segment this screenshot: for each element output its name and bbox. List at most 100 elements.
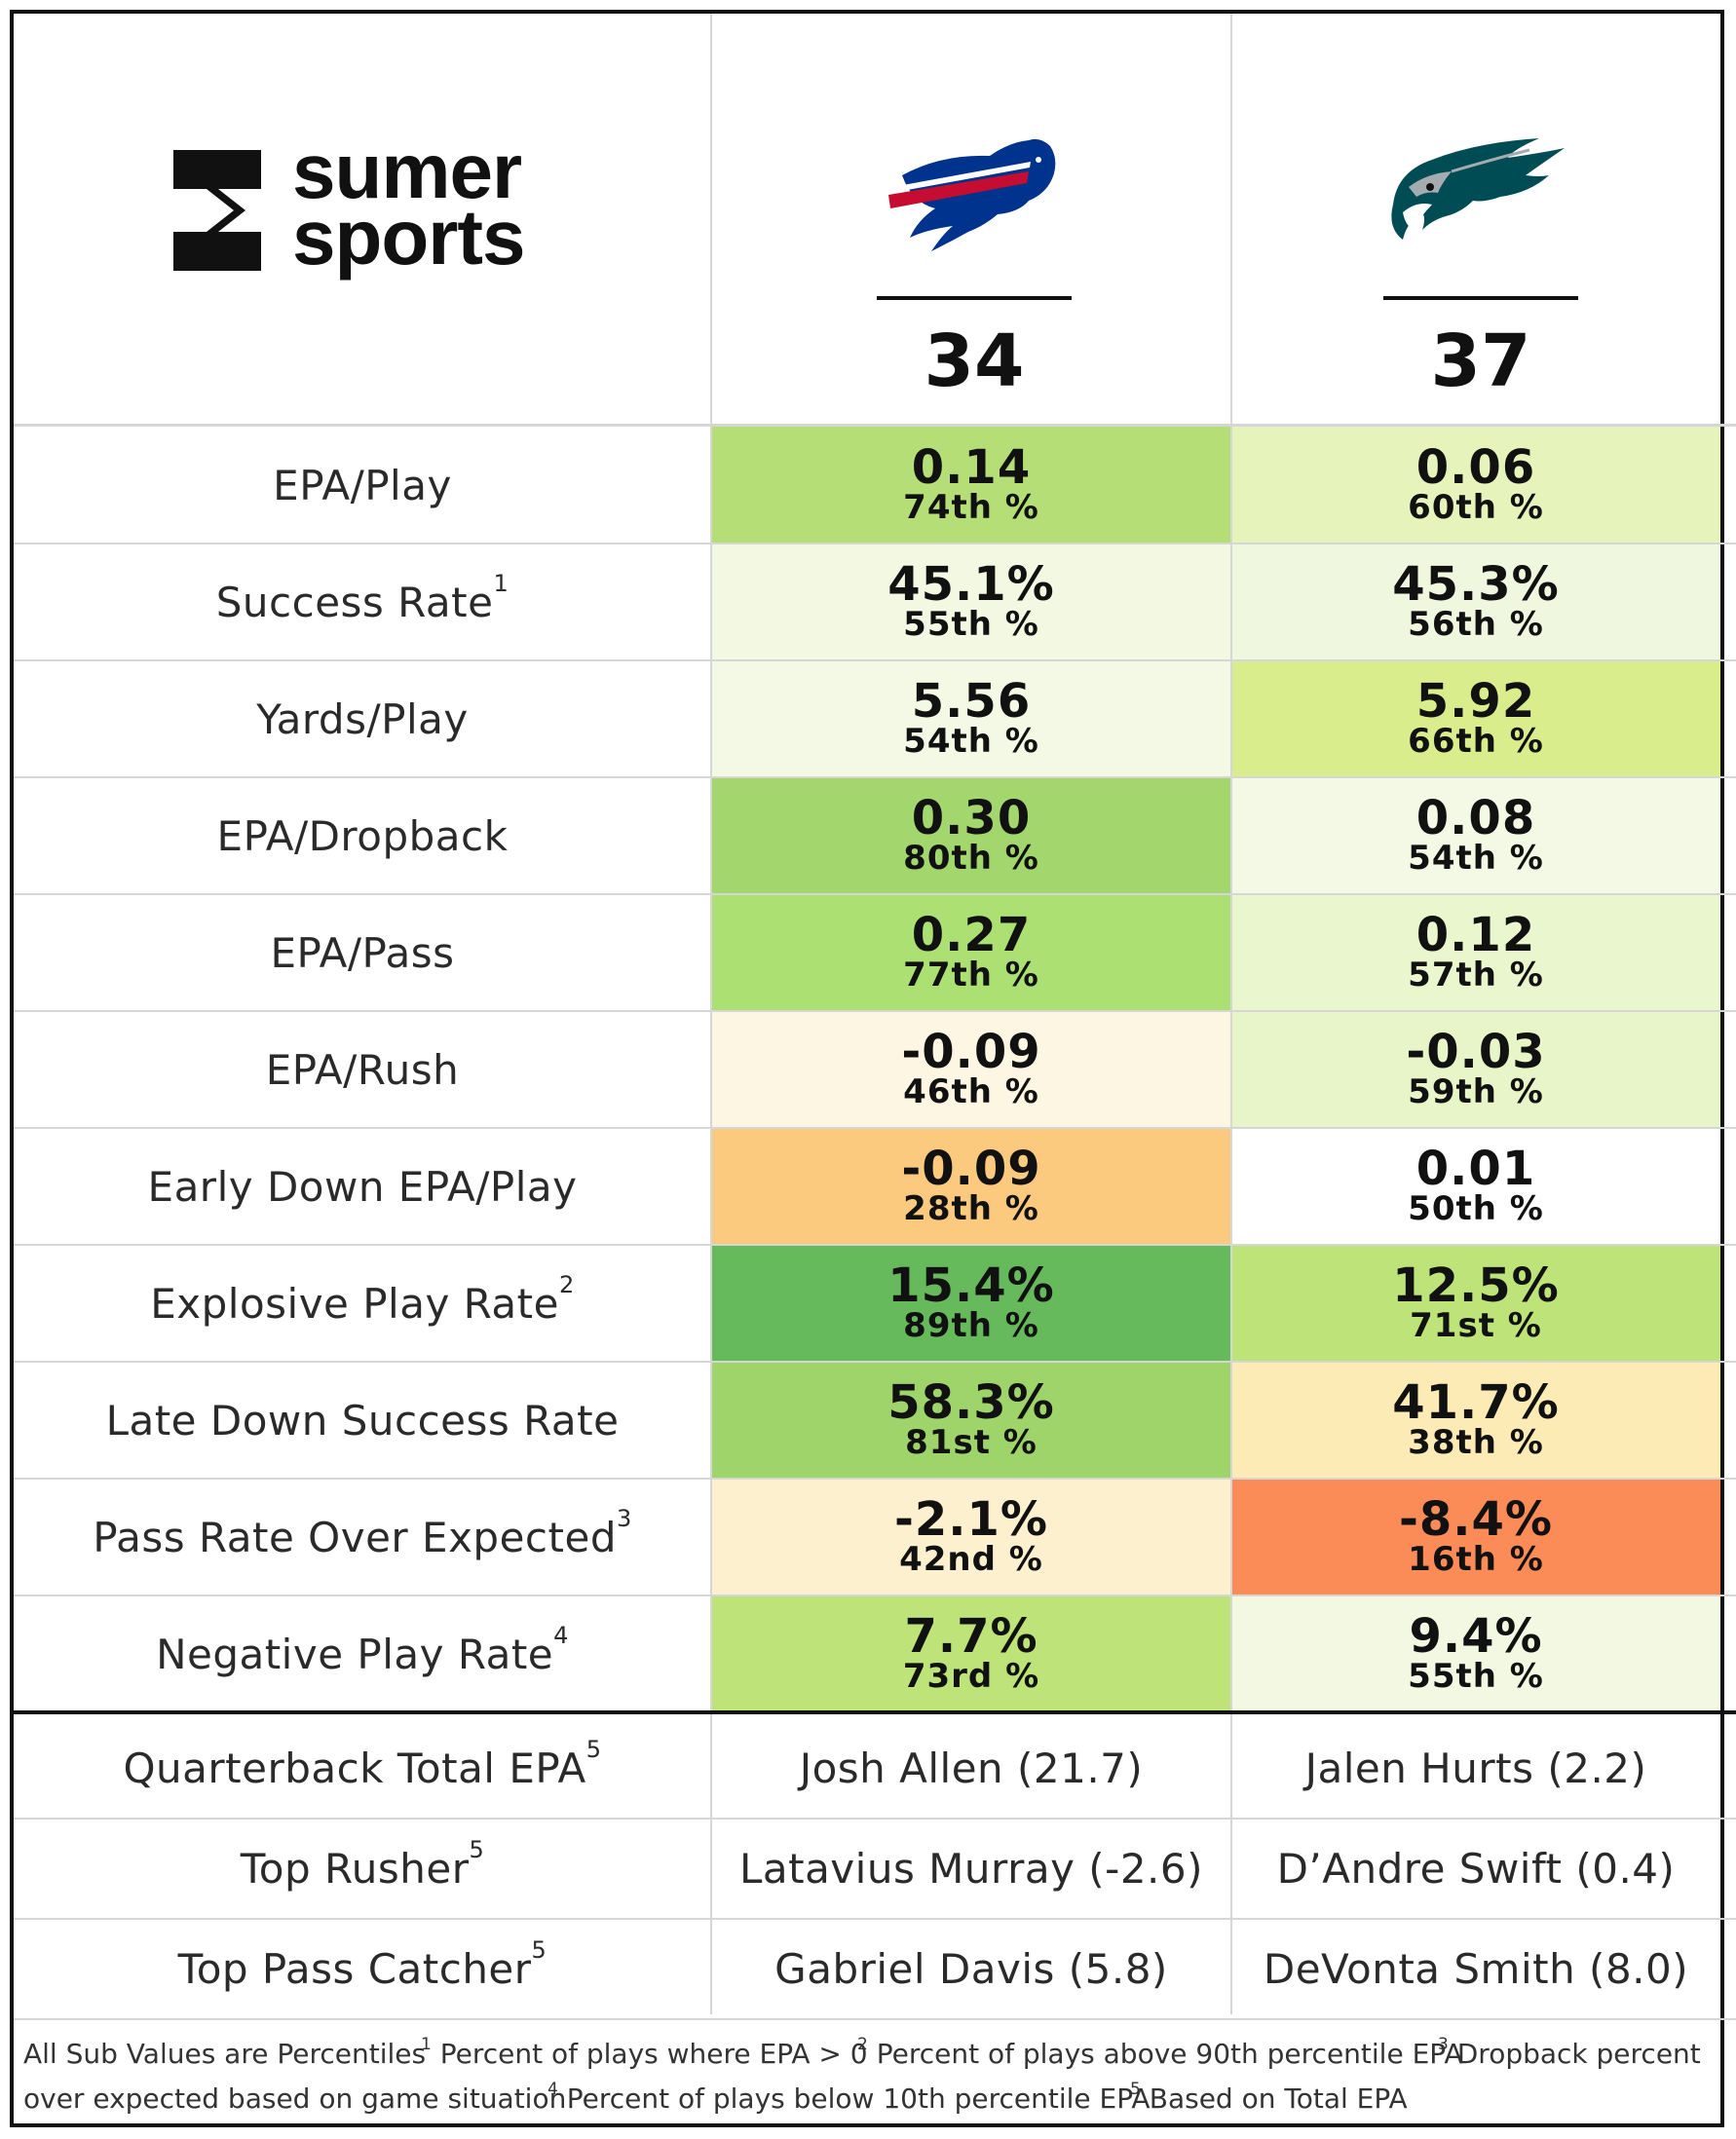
metric-value: -0.03: [1406, 1025, 1546, 1079]
brand-line1: sumer: [292, 128, 522, 214]
metric-label-cell: EPA/Dropback: [14, 777, 711, 894]
footnote-item: 1 Percent of plays where EPA > 0: [421, 2035, 868, 2071]
row-divider: [14, 1361, 1736, 1363]
metric-label-cell: EPA/Play: [14, 427, 711, 544]
metric-label-cell: Early Down EPA/Play: [14, 1128, 711, 1245]
eagles-metric-cell: 0.08 54th %: [1231, 777, 1720, 894]
metric-percentile: 28th %: [903, 1189, 1039, 1228]
sumer-mark-icon: [173, 150, 261, 271]
footnote-item: All Sub Values are Percentiles: [23, 2038, 426, 2070]
metric-percentile: 38th %: [1408, 1423, 1544, 1462]
eagles-metric-cell: 0.12 57th %: [1231, 894, 1720, 1011]
bills-metric-cell: -0.09 28th %: [711, 1128, 1231, 1245]
row-divider: [14, 1478, 1736, 1480]
metric-value: 7.7%: [904, 1609, 1038, 1664]
metric-percentile: 77th %: [903, 956, 1039, 994]
label-text: Late Down Success Rate: [105, 1396, 620, 1445]
metric-value: -0.09: [901, 1025, 1041, 1079]
eagles-metric-cell: 12.5% 71st %: [1231, 1245, 1720, 1362]
label-text: EPA/Dropback: [216, 811, 509, 860]
bills-metric-cell: 5.56 54th %: [711, 660, 1231, 777]
metric-value: 9.4%: [1409, 1609, 1543, 1664]
metric-value: 12.5%: [1392, 1258, 1560, 1313]
player-name: Josh Allen (21.7): [799, 1745, 1144, 1792]
footnote-item: 2 Percent of plays above 90th percentile…: [857, 2035, 1463, 2071]
label-text: Early Down EPA/Play: [147, 1162, 578, 1211]
label-text: Pass Rate Over Expected: [93, 1513, 617, 1561]
label-text: Negative Play Rate: [156, 1630, 554, 1678]
footnote-text: Based on Total EPA: [1149, 2083, 1408, 2115]
player-label-cell: Top Rusher5: [14, 1819, 711, 1919]
metric-label-cell: Negative Play Rate4: [14, 1595, 711, 1712]
metric-value: 0.30: [911, 791, 1032, 845]
eagles-metric-cell: 45.3% 56th %: [1231, 544, 1720, 660]
metric-value: 0.08: [1415, 791, 1536, 845]
footnote-text: over expected based on game situation: [23, 2083, 567, 2115]
eagles-logo-icon: [1391, 138, 1565, 240]
metric-value: 5.92: [1415, 674, 1536, 729]
row-divider: [14, 1918, 1736, 1920]
footnote-number: 2: [857, 2035, 868, 2054]
column-divider: [710, 14, 712, 2014]
metric-label: Pass Rate Over Expected3: [93, 1507, 632, 1561]
metric-label-cell: Yards/Play: [14, 660, 711, 777]
brand-line2: sports: [292, 194, 525, 281]
bills-metric-cell: 15.4% 89th %: [711, 1245, 1231, 1362]
metric-value: 0.12: [1415, 908, 1536, 962]
metric-percentile: 55th %: [903, 605, 1039, 644]
metric-percentile: 57th %: [1408, 956, 1544, 994]
footnote-item: 4 Percent of plays below 10th percentile…: [547, 2082, 1150, 2116]
metric-percentile: 56th %: [1408, 605, 1544, 644]
metric-percentile: 60th %: [1408, 488, 1544, 527]
metric-label: EPA/Play: [273, 462, 452, 509]
footnote-marker: 5: [469, 1836, 485, 1863]
label-text: Yards/Play: [256, 694, 469, 743]
label-text: Explosive Play Rate: [150, 1279, 559, 1328]
metric-percentile: 81st %: [905, 1423, 1038, 1462]
metric-value: 0.01: [1415, 1142, 1536, 1196]
metric-percentile: 66th %: [1408, 722, 1544, 761]
eagles-score-bar: [1383, 296, 1578, 300]
metric-percentile: 59th %: [1408, 1072, 1544, 1111]
metric-value: 45.1%: [887, 557, 1055, 612]
bills-metric-cell: 45.1% 55th %: [711, 544, 1231, 660]
eagles-player-cell: DeVonta Smith (8.0): [1231, 1919, 1720, 2019]
metric-label: Negative Play Rate4: [156, 1624, 569, 1678]
metric-label: Yards/Play: [256, 695, 468, 743]
footnote-text: All Sub Values are Percentiles: [23, 2038, 427, 2070]
brand-logo: sumer sports: [164, 128, 573, 292]
metric-label-cell: Explosive Play Rate2: [14, 1245, 711, 1362]
bills-metric-cell: 58.3% 81st %: [711, 1362, 1231, 1479]
player-name: DeVonta Smith (8.0): [1263, 1945, 1689, 1993]
row-divider: [14, 1010, 1736, 1012]
row-divider: [14, 1595, 1736, 1596]
eagles-score: 37: [1430, 319, 1531, 403]
player-name: D’Andre Swift (0.4): [1276, 1845, 1676, 1893]
metric-percentile: 55th %: [1408, 1657, 1544, 1696]
header-divider: [14, 424, 1736, 427]
footnote-number: 1: [421, 2035, 432, 2054]
metric-label: Explosive Play Rate2: [150, 1273, 575, 1328]
eagles-player-cell: D’Andre Swift (0.4): [1231, 1819, 1720, 1919]
metric-value: 45.3%: [1392, 557, 1560, 612]
footnote-marker: 1: [493, 569, 509, 597]
footnote-marker: 5: [531, 1936, 547, 1964]
footnote-marker: 3: [617, 1504, 632, 1532]
label-text: Quarterback Total EPA: [123, 1745, 586, 1792]
metric-percentile: 71st %: [1410, 1306, 1542, 1345]
eagles-metric-cell: -8.4% 16th %: [1231, 1479, 1720, 1595]
bills-metric-cell: 0.30 80th %: [711, 777, 1231, 894]
eagles-metric-cell: 5.92 66th %: [1231, 660, 1720, 777]
metric-label: EPA/Dropback: [217, 812, 509, 860]
bills-player-cell: Gabriel Davis (5.8): [711, 1919, 1231, 2019]
footnote-text: Dropback percent: [1456, 2038, 1701, 2070]
row-divider: [14, 1818, 1736, 1820]
section-divider: [14, 1710, 1736, 1714]
player-label: Top Pass Catcher5: [178, 1938, 547, 1993]
bills-player-cell: Latavius Murray (-2.6): [711, 1819, 1231, 1919]
metric-percentile: 74th %: [903, 488, 1039, 527]
row-divider: [14, 543, 1736, 544]
metric-value: -8.4%: [1398, 1492, 1554, 1547]
bills-metric-cell: 7.7% 73rd %: [711, 1595, 1231, 1712]
label-text: EPA/Play: [273, 461, 452, 509]
